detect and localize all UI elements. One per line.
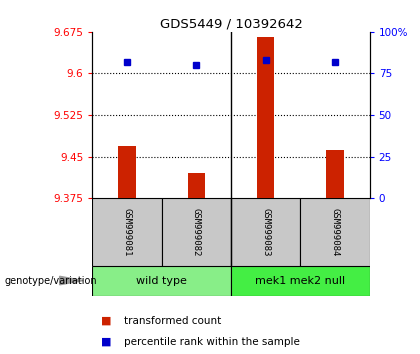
Text: transformed count: transformed count [124, 316, 221, 326]
Text: genotype/variation: genotype/variation [4, 275, 97, 286]
Text: ■: ■ [101, 316, 111, 326]
Bar [231, 198, 300, 266]
Text: GSM999082: GSM999082 [192, 208, 201, 256]
Bar [300, 198, 370, 266]
Text: GSM999081: GSM999081 [123, 208, 131, 256]
Bar [92, 266, 231, 296]
Polygon shape [60, 276, 83, 285]
Bar [326, 150, 344, 198]
Title: GDS5449 / 10392642: GDS5449 / 10392642 [160, 18, 302, 31]
Bar [118, 145, 136, 198]
Bar [188, 173, 205, 198]
Text: GSM999083: GSM999083 [261, 208, 270, 256]
Text: mek1 mek2 null: mek1 mek2 null [255, 275, 345, 286]
Bar [92, 198, 162, 266]
Bar [257, 38, 274, 198]
Bar [162, 198, 231, 266]
Text: ■: ■ [101, 337, 111, 347]
Text: GSM999084: GSM999084 [331, 208, 339, 256]
Text: wild type: wild type [136, 275, 187, 286]
Bar [231, 266, 370, 296]
Text: percentile rank within the sample: percentile rank within the sample [124, 337, 300, 347]
